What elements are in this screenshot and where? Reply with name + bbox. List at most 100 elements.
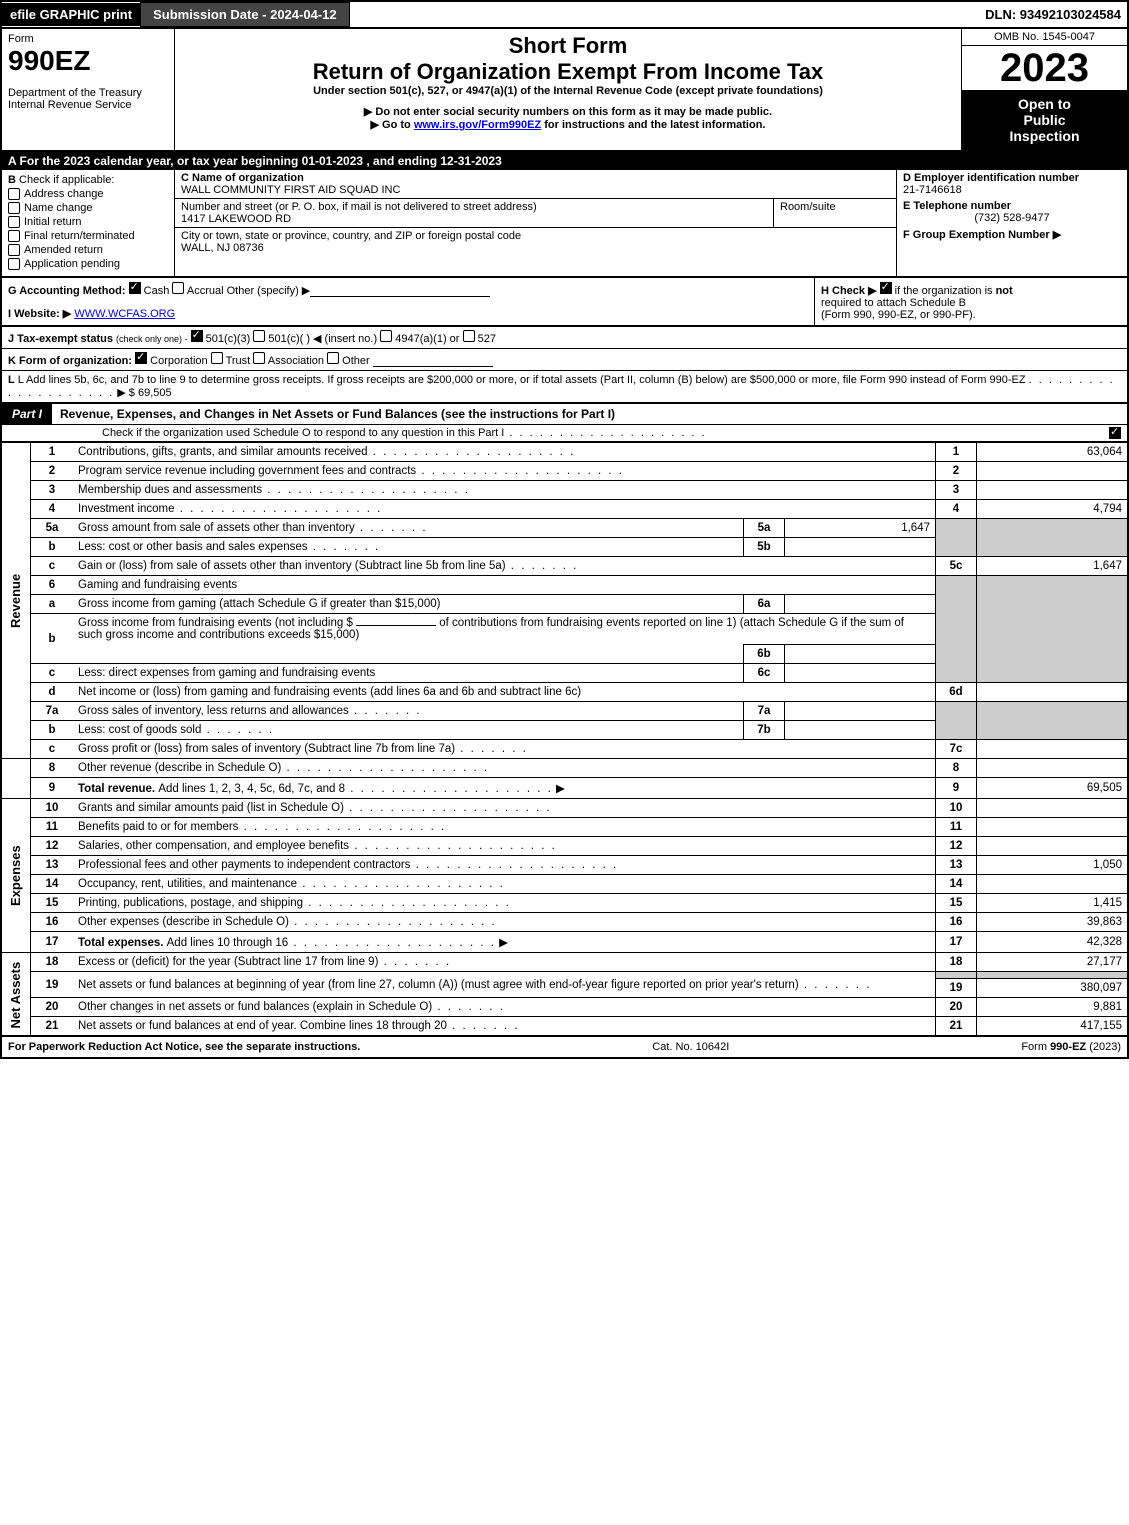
l20-desc: Other changes in net assets or fund bala… [78, 1001, 432, 1013]
line-6d: d Net income or (loss) from gaming and f… [1, 683, 1128, 702]
l14-box: 14 [936, 875, 977, 894]
h-text1: H Check ▶ [821, 285, 877, 297]
open-line1: Open to [964, 96, 1125, 112]
lines-table: Revenue 1 Contributions, gifts, grants, … [0, 442, 1129, 1037]
l6b-desc1: Gross income from fundraising events (no… [78, 617, 353, 629]
l21-box: 21 [936, 1017, 977, 1037]
irs-link[interactable]: www.irs.gov/Form990EZ [414, 119, 541, 131]
open-line2: Public [964, 112, 1125, 128]
efile-print-button[interactable]: efile GRAPHIC print [2, 3, 140, 26]
checkbox-other-org[interactable] [327, 352, 339, 364]
dept-label: Department of the Treasury [8, 87, 168, 99]
l9-val: 69,505 [977, 778, 1129, 799]
instr2-pre: ▶ Go to [371, 119, 414, 131]
l19-box: 19 [936, 979, 977, 998]
checkbox-address-change[interactable]: Address change [8, 188, 168, 200]
omb-number: OMB No. 1545-0047 [962, 29, 1127, 46]
checkbox-final-return[interactable]: Final return/terminated [8, 230, 168, 242]
checkbox-initial-return[interactable]: Initial return [8, 216, 168, 228]
i-label: I Website: ▶ [8, 308, 71, 320]
l13-no: 13 [31, 856, 74, 875]
l6c-no: c [31, 664, 74, 683]
l2-desc: Program service revenue including govern… [78, 465, 416, 477]
checkbox-amended-return[interactable]: Amended return [8, 244, 168, 256]
l17-desc: Total expenses. [78, 937, 167, 949]
section-def: D Employer identification number 21-7146… [896, 170, 1127, 276]
website-link[interactable]: WWW.WCFAS.ORG [74, 308, 175, 320]
l15-val: 1,415 [977, 894, 1129, 913]
l11-no: 11 [31, 818, 74, 837]
form-number: 990EZ [8, 45, 168, 77]
checkbox-4947[interactable] [380, 330, 392, 342]
checkbox-name-change[interactable]: Name change [8, 202, 168, 214]
l5b-mval [785, 538, 936, 557]
l-text: L Add lines 5b, 6c, and 7b to line 9 to … [18, 374, 1026, 386]
l7b-desc: Less: cost of goods sold [78, 724, 201, 736]
row-ghi: G Accounting Method: Cash Accrual Other … [0, 278, 1129, 327]
l16-desc: Other expenses (describe in Schedule O) [78, 916, 289, 928]
l7a-mval [785, 702, 936, 721]
line-18: Net Assets 18 Excess or (deficit) for th… [1, 953, 1128, 972]
j-small: (check only one) - [116, 334, 188, 344]
l7ab-shaded-val [977, 702, 1129, 740]
checkbox-association[interactable] [253, 352, 265, 364]
line-10: Expenses 10 Grants and similar amounts p… [1, 799, 1128, 818]
top-bar: efile GRAPHIC print Submission Date - 20… [0, 0, 1129, 27]
other-label: Other (specify) ▶ [227, 285, 311, 297]
submission-date-button[interactable]: Submission Date - 2024-04-12 [140, 2, 350, 27]
checkbox-application-pending[interactable]: Application pending [8, 258, 168, 270]
k-other: Other [342, 355, 370, 367]
l15-no: 15 [31, 894, 74, 913]
l14-val [977, 875, 1129, 894]
h-text2: if the organization is [895, 285, 996, 297]
section-i: I Website: ▶ WWW.WCFAS.ORG [8, 307, 808, 320]
l16-no: 16 [31, 913, 74, 932]
l12-desc: Salaries, other compensation, and employ… [78, 840, 349, 852]
j-opt1: 501(c)(3) [206, 333, 251, 345]
checkbox-schedule-o[interactable] [1109, 427, 1121, 439]
l13-desc: Professional fees and other payments to … [78, 859, 410, 871]
dln-label: DLN: 93492103024584 [985, 7, 1127, 22]
line-7a: 7a Gross sales of inventory, less return… [1, 702, 1128, 721]
c-addr-label: Number and street (or P. O. box, if mail… [181, 201, 767, 213]
checkbox-h[interactable] [880, 282, 892, 294]
l6a-no: a [31, 595, 74, 614]
l5ab-shaded [936, 519, 977, 557]
l16-val: 39,863 [977, 913, 1129, 932]
l19-shaded-val [977, 972, 1129, 979]
l5a-mini: 5a [744, 519, 785, 538]
checkbox-501c[interactable] [253, 330, 265, 342]
checkbox-corporation[interactable] [135, 352, 147, 364]
l5b-desc: Less: cost or other basis and sales expe… [78, 541, 308, 553]
l7a-mini: 7a [744, 702, 785, 721]
tax-year: 2023 [962, 46, 1127, 90]
checkbox-501c3[interactable] [191, 330, 203, 342]
l6b-mval [785, 645, 936, 664]
k-corp: Corporation [150, 355, 207, 367]
l8-desc: Other revenue (describe in Schedule O) [78, 762, 281, 774]
c-city-cell: City or town, state or province, country… [175, 228, 896, 256]
l21-val: 417,155 [977, 1017, 1129, 1037]
l5ab-shaded-val [977, 519, 1129, 557]
c-addr-cell: Number and street (or P. O. box, if mail… [175, 199, 774, 228]
l3-desc: Membership dues and assessments [78, 484, 262, 496]
l6-no: 6 [31, 576, 74, 595]
part1-title: Revenue, Expenses, and Changes in Net As… [52, 404, 1127, 424]
l4-val: 4,794 [977, 500, 1129, 519]
f-label: F Group Exemption Number ▶ [903, 229, 1061, 241]
l6d-desc: Net income or (loss) from gaming and fun… [73, 683, 936, 702]
d-label: D Employer identification number [903, 172, 1121, 184]
checkbox-cash[interactable] [129, 282, 141, 294]
org-address: 1417 LAKEWOOD RD [181, 213, 767, 225]
checkbox-527[interactable] [463, 330, 475, 342]
section-g: G Accounting Method: Cash Accrual Other … [8, 282, 808, 297]
line-15: 15 Printing, publications, postage, and … [1, 894, 1128, 913]
line-14: 14 Occupancy, rent, utilities, and maint… [1, 875, 1128, 894]
org-name: WALL COMMUNITY FIRST AID SQUAD INC [181, 184, 890, 196]
l20-val: 9,881 [977, 998, 1129, 1017]
checkbox-accrual[interactable] [172, 282, 184, 294]
l7c-val [977, 740, 1129, 759]
checkbox-trust[interactable] [211, 352, 223, 364]
l18-no: 18 [31, 953, 74, 972]
l6-desc: Gaming and fundraising events [73, 576, 936, 595]
